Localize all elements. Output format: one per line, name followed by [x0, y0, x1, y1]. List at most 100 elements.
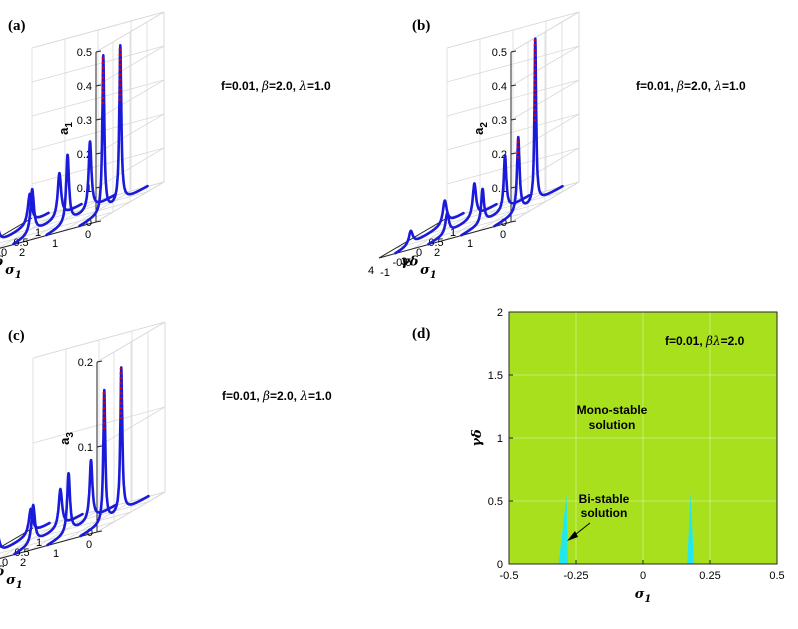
stable-curve	[460, 154, 531, 237]
panel-label: (d)	[412, 326, 430, 342]
z-tick	[96, 530, 103, 533]
x-tick-label: 0.5	[769, 570, 784, 582]
gammadelta-axis-label: γδ	[0, 565, 5, 580]
z-tick-label: 0.4	[77, 81, 92, 93]
z-axis-label: a2	[471, 122, 490, 135]
sigma-tick-label: 0.5	[428, 237, 443, 249]
bi-stable-label-1: Bi-stable	[579, 492, 630, 506]
gammadelta-axis	[378, 221, 512, 259]
series-1	[79, 366, 150, 538]
panel-label: (a)	[8, 18, 26, 34]
stable-curve	[0, 192, 50, 239]
series-2	[45, 140, 116, 237]
gammadelta-axis-label: γδ	[0, 255, 4, 270]
grid-line	[29, 199, 99, 241]
box-edge	[32, 321, 166, 359]
z-tick	[96, 445, 103, 448]
panel-title: f=0.01, βλ=2.0	[665, 334, 745, 348]
z-tick-label: 0.1	[78, 442, 93, 454]
y-axis-label: γδ	[470, 429, 485, 447]
stable-curve	[46, 458, 117, 547]
sigma-axis	[0, 527, 34, 548]
gammadelta-tick-label: 1	[53, 548, 59, 560]
series-4	[0, 192, 50, 239]
panel-a: 00.10.20.30.40.501234-1-0.500.51a1γδσ1(a…	[0, 11, 331, 281]
x-tick-label: -0.25	[563, 570, 588, 582]
panel-title: f=0.01, β=2.0, λ=1.0	[222, 389, 332, 403]
stable-curve	[13, 487, 84, 556]
y-tick-label: 1.5	[488, 370, 503, 382]
stable-curve	[493, 37, 564, 228]
box-edge	[446, 11, 580, 49]
z-tick	[510, 220, 517, 223]
z-tick	[510, 84, 517, 87]
gammadelta-tick-label: 1	[467, 238, 473, 250]
z-tick-label: 0.5	[492, 47, 507, 59]
series-2	[460, 154, 531, 237]
panel-d: -0.5 -0.25 0 0.25 0.5 0 0.5 1 1.5 2 σ1 γδ Mono-stabl…	[412, 307, 785, 605]
z-tick-label: 0.3	[77, 115, 92, 127]
mono-stable-region	[509, 312, 777, 564]
bi-stable-arrowhead	[567, 531, 578, 541]
stable-curve	[79, 366, 150, 538]
box-edge	[96, 321, 166, 363]
grid-lines	[378, 11, 580, 259]
x-tick-label: 0.25	[699, 570, 720, 582]
box-edge	[95, 181, 165, 223]
series-1	[78, 43, 149, 228]
series-4	[394, 199, 465, 255]
sigma-tick-label: 1	[450, 227, 456, 239]
grid-line	[30, 509, 100, 551]
sigma-tick-label: -1	[380, 267, 390, 279]
box-edge	[31, 11, 165, 49]
panel-c: 00.10.201234-1-0.500.51a3γδσ1(c)f=0.01, …	[0, 321, 332, 591]
z-tick	[510, 152, 517, 155]
z-tick	[510, 50, 517, 53]
bi-stable-label-2: solution	[581, 506, 628, 520]
z-tick-label: 0	[87, 527, 93, 539]
gammadelta-tick-label: 2	[20, 557, 26, 569]
gammadelta-tick-label: 0	[86, 539, 92, 551]
series-3	[13, 487, 84, 556]
z-tick	[95, 84, 102, 87]
sigma-tick-label: 1	[36, 537, 42, 549]
z-tick-label: 0.5	[77, 47, 92, 59]
x-tick-label: -0.5	[500, 570, 519, 582]
panel-label: (c)	[8, 328, 25, 344]
z-tick-label: 0.2	[492, 149, 507, 161]
gammadelta-axis-label: γδ	[401, 255, 419, 270]
gammadelta-tick-label: 1	[52, 238, 58, 250]
series-1	[493, 37, 564, 228]
x-axis-label: σ1	[635, 587, 652, 605]
panel-label: (b)	[412, 18, 430, 34]
mono-stable-label-1: Mono-stable	[577, 403, 648, 417]
stable-curve	[427, 182, 498, 246]
stable-curve	[0, 507, 51, 549]
mono-stable-label-2: solution	[589, 418, 636, 432]
box-edge	[510, 181, 580, 223]
bi-stable-region-1	[558, 494, 568, 564]
sigma-axis	[0, 217, 33, 238]
sigma-tick-label: 0	[416, 247, 422, 259]
y-tick-label: 1	[497, 433, 503, 445]
sigma-axis-label: σ1	[5, 263, 22, 281]
bi-stable-region-2	[687, 492, 694, 564]
y-tick-label: 2	[497, 307, 503, 319]
series-4	[0, 507, 51, 549]
sigma-axis-label: σ1	[6, 573, 23, 591]
gammadelta-tick-label: 2	[434, 247, 440, 259]
sigma-tick-label: 1	[35, 227, 41, 239]
gammadelta-tick-label: 4	[368, 265, 374, 277]
sigma-tick-label: -0.5	[393, 257, 412, 269]
z-axis-label: a1	[56, 122, 75, 135]
stable-curve	[12, 171, 83, 246]
z-tick-label: 0	[501, 217, 507, 229]
gammadelta-axis	[0, 221, 97, 249]
y-tick-label: 0.5	[488, 496, 503, 508]
gammadelta-tick-label: 0	[85, 229, 91, 241]
box-edge	[95, 11, 165, 53]
series-3	[12, 171, 83, 246]
panel-title: f=0.01, β=2.0, λ=1.0	[221, 79, 331, 93]
stable-curve	[394, 199, 465, 255]
